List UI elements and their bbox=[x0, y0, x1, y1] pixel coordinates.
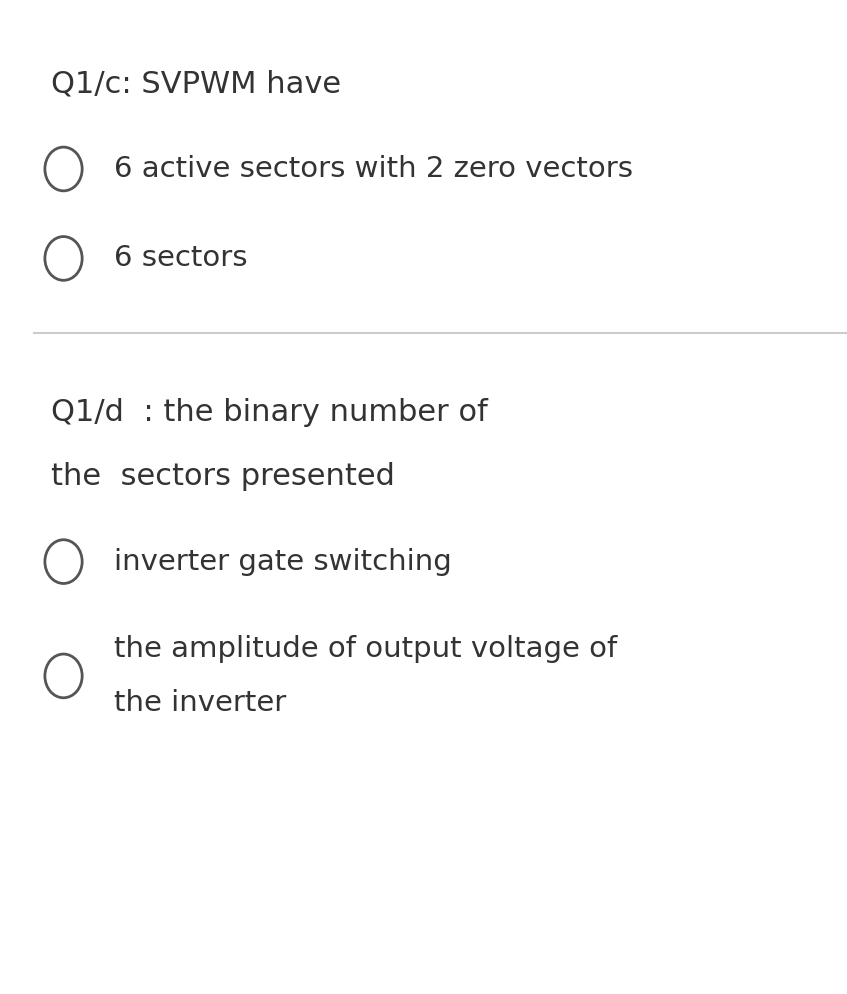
Text: Q1/c: SVPWM have: Q1/c: SVPWM have bbox=[51, 70, 341, 98]
Text: the  sectors presented: the sectors presented bbox=[51, 462, 395, 491]
Text: Q1/d  : the binary number of: Q1/d : the binary number of bbox=[51, 398, 488, 426]
Text: 6 sectors: 6 sectors bbox=[114, 245, 248, 272]
Text: 6 active sectors with 2 zero vectors: 6 active sectors with 2 zero vectors bbox=[114, 155, 634, 183]
Text: the inverter: the inverter bbox=[114, 689, 286, 718]
Text: inverter gate switching: inverter gate switching bbox=[114, 548, 452, 576]
Text: the amplitude of output voltage of: the amplitude of output voltage of bbox=[114, 634, 617, 663]
